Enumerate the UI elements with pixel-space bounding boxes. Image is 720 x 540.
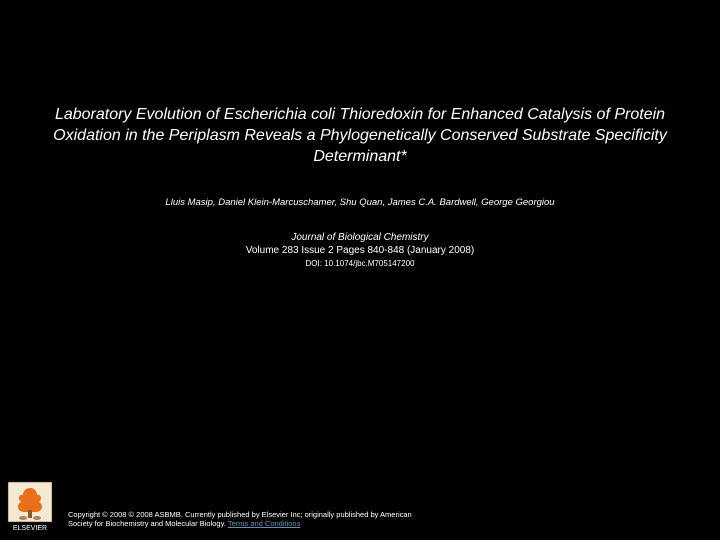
paper-title: Laboratory Evolution of Escherichia coli…: [35, 105, 685, 167]
elsevier-logo: ELSEVIER: [6, 480, 54, 532]
authors-list: Lluis Masip, Daniel Klein-Marcuschamer, …: [0, 197, 720, 208]
copyright-line2: Society for Biochemistry and Molecular B…: [68, 519, 226, 528]
footer: ELSEVIER Copyright © 2008 © 2008 ASBMB. …: [0, 480, 720, 532]
copyright-line1: Copyright © 2008 © 2008 ASBMB. Currently…: [68, 510, 412, 519]
doi: DOI: 10.1074/jbc.M705147200: [0, 259, 720, 268]
elsevier-tree-icon: ELSEVIER: [6, 480, 54, 532]
elsevier-logo-text: ELSEVIER: [13, 525, 47, 532]
volume-info: Volume 283 Issue 2 Pages 840-848 (Januar…: [0, 245, 720, 256]
terms-and-conditions-link[interactable]: Terms and Conditions: [228, 519, 301, 528]
journal-name: Journal of Biological Chemistry: [0, 232, 720, 243]
copyright-text: Copyright © 2008 © 2008 ASBMB. Currently…: [68, 510, 412, 533]
